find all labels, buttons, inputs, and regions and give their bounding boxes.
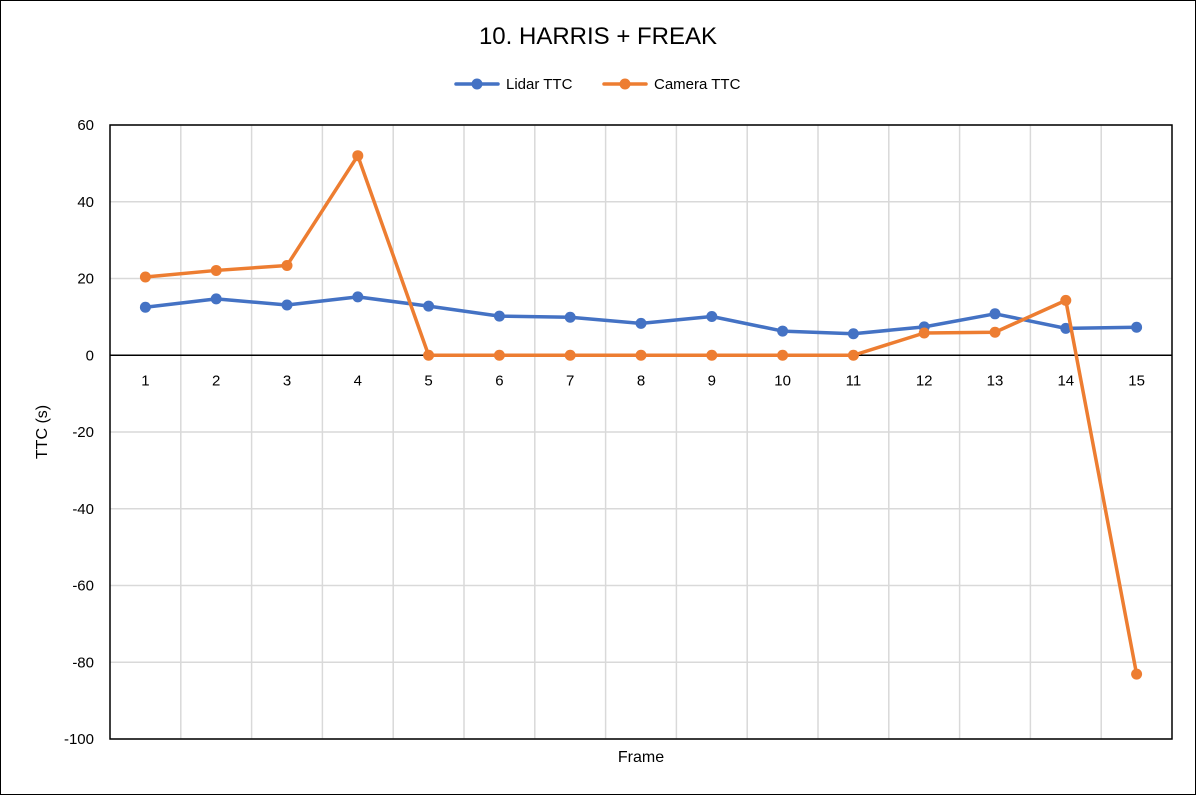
y-tick-label: -60 bbox=[72, 578, 94, 595]
data-point bbox=[1131, 668, 1143, 680]
series-line bbox=[143, 153, 1139, 676]
data-point bbox=[281, 259, 293, 271]
data-point bbox=[139, 301, 151, 313]
data-point bbox=[493, 310, 505, 322]
x-tick-label: 5 bbox=[424, 372, 432, 389]
data-point bbox=[210, 293, 222, 305]
x-tick-label: 13 bbox=[987, 372, 1004, 389]
x-tick-label: 4 bbox=[354, 372, 362, 389]
x-tick-label: 1 bbox=[141, 372, 149, 389]
x-tick-label: 3 bbox=[283, 372, 291, 389]
legend-swatch-marker bbox=[471, 78, 483, 90]
y-tick-label: 20 bbox=[77, 271, 94, 288]
x-tick-label: 7 bbox=[566, 372, 574, 389]
y-tick-label: -20 bbox=[72, 424, 94, 441]
x-tick-label: 10 bbox=[774, 372, 791, 389]
data-point bbox=[706, 310, 718, 322]
data-point bbox=[918, 327, 930, 339]
data-point bbox=[847, 349, 859, 361]
x-tick-label: 15 bbox=[1128, 372, 1145, 389]
chart-title: 10. HARRIS + FREAK bbox=[479, 23, 717, 50]
data-point bbox=[564, 311, 576, 323]
legend-item: Lidar TTC bbox=[454, 76, 573, 93]
data-point bbox=[352, 150, 364, 162]
series-layer bbox=[139, 150, 1143, 680]
data-point bbox=[777, 325, 789, 337]
data-point bbox=[635, 317, 647, 329]
data-point bbox=[989, 326, 1001, 338]
x-tick-label: 2 bbox=[212, 372, 220, 389]
data-point bbox=[352, 291, 364, 303]
data-point bbox=[777, 349, 789, 361]
y-tick-label: 60 bbox=[77, 117, 94, 134]
y-tick-labels: 60 40 20 0 -20 -40 -60 -80 -100 bbox=[64, 117, 94, 748]
x-tick-label: 12 bbox=[916, 372, 933, 389]
data-point bbox=[210, 264, 222, 276]
data-point bbox=[493, 349, 505, 361]
legend-label: Camera TTC bbox=[654, 76, 741, 93]
data-point bbox=[139, 271, 151, 283]
data-point bbox=[1060, 322, 1072, 334]
data-point bbox=[281, 299, 293, 311]
data-point bbox=[847, 328, 859, 340]
y-tick-label: 0 bbox=[86, 347, 94, 364]
data-point bbox=[635, 349, 647, 361]
x-axis-label: Frame bbox=[618, 749, 664, 766]
data-point bbox=[423, 300, 435, 312]
y-tick-label: 40 bbox=[77, 194, 94, 211]
y-axis-label: TTC (s) bbox=[34, 405, 51, 459]
series-lidar-ttc bbox=[139, 291, 1143, 340]
series-camera-ttc bbox=[139, 150, 1143, 680]
data-point bbox=[423, 349, 435, 361]
x-tick-label: 11 bbox=[846, 372, 862, 389]
plot-area-border bbox=[109, 124, 1173, 740]
data-point bbox=[1060, 294, 1072, 306]
legend: Lidar TTC Camera TTC bbox=[454, 76, 741, 93]
x-tick-label: 9 bbox=[708, 372, 716, 389]
data-point bbox=[706, 349, 718, 361]
y-tick-label: -40 bbox=[72, 501, 94, 518]
y-tick-label: -100 bbox=[64, 731, 94, 748]
grid-lines bbox=[110, 124, 1172, 740]
x-tick-label: 6 bbox=[495, 372, 503, 389]
legend-item: Camera TTC bbox=[602, 76, 741, 93]
legend-swatch-marker bbox=[619, 78, 631, 90]
x-tick-label: 14 bbox=[1057, 372, 1074, 389]
x-tick-labels: 1 2 3 4 5 6 7 8 9 10 11 12 13 14 15 bbox=[141, 372, 1145, 389]
data-point bbox=[989, 308, 1001, 320]
data-point bbox=[1131, 321, 1143, 333]
y-tick-label: -80 bbox=[72, 654, 94, 671]
legend-label: Lidar TTC bbox=[506, 76, 573, 93]
data-point bbox=[564, 349, 576, 361]
x-tick-label: 8 bbox=[637, 372, 645, 389]
